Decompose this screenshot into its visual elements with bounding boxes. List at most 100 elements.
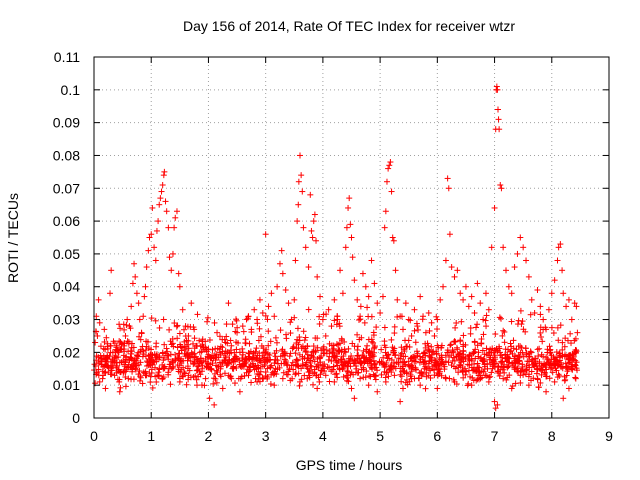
dense-marker (471, 367, 478, 374)
dense-marker (367, 373, 374, 380)
dense-marker (522, 328, 529, 335)
data-point (205, 346, 212, 353)
data-point (245, 313, 252, 320)
data-point (159, 181, 166, 188)
data-point (545, 306, 552, 313)
data-point (331, 296, 338, 303)
dense-marker (317, 371, 324, 378)
dense-marker (287, 377, 294, 384)
dense-marker (289, 359, 296, 366)
dense-marker (147, 379, 154, 386)
dense-marker (450, 354, 457, 361)
dense-marker (156, 324, 163, 331)
dense-marker (272, 353, 279, 360)
dense-marker (504, 353, 511, 360)
dense-marker (426, 353, 433, 360)
data-point (474, 280, 481, 287)
dense-marker (296, 337, 303, 344)
dense-marker (240, 328, 247, 335)
data-point (345, 204, 352, 211)
dense-marker (333, 353, 340, 360)
dense-marker (474, 376, 481, 383)
data-point (365, 382, 372, 389)
data-point (359, 270, 366, 277)
plot-frame (93, 56, 610, 419)
dense-marker (453, 319, 460, 326)
dense-marker (325, 356, 332, 363)
dense-marker (468, 356, 475, 363)
data-point (124, 316, 131, 323)
dense-marker (364, 360, 371, 367)
dense-marker (178, 366, 185, 373)
dense-marker (562, 335, 569, 342)
dense-marker (537, 379, 544, 386)
data-point (411, 306, 418, 313)
data-point (199, 336, 206, 343)
data-point (300, 224, 307, 231)
dense-marker (174, 335, 181, 342)
dense-marker (308, 353, 315, 360)
dense-marker (123, 322, 130, 329)
data-point (288, 362, 295, 369)
data-point (559, 267, 566, 274)
dense-marker (515, 317, 522, 324)
dense-marker (294, 325, 301, 332)
data-point (319, 316, 326, 323)
dense-marker (237, 375, 244, 382)
dense-marker (204, 318, 211, 325)
data-point (477, 372, 484, 379)
dense-marker (264, 365, 271, 372)
data-point (116, 378, 123, 385)
dense-marker (548, 352, 555, 359)
dense-marker (411, 327, 418, 334)
data-point (239, 323, 246, 330)
dense-marker (422, 385, 429, 392)
dense-marker (143, 362, 150, 369)
data-point (434, 316, 441, 323)
dense-marker (457, 357, 464, 364)
dense-marker (304, 342, 311, 349)
dense-marker (522, 345, 529, 352)
dense-marker (317, 359, 324, 366)
dense-marker (328, 357, 335, 364)
data-point (498, 185, 505, 192)
dense-marker (294, 336, 301, 343)
data-point (254, 378, 261, 385)
dense-marker (287, 350, 294, 357)
data-point (387, 159, 394, 166)
data-point (291, 296, 298, 303)
data-point (482, 290, 489, 297)
dense-marker (489, 365, 496, 372)
data-point (480, 316, 487, 323)
dense-marker (116, 321, 123, 328)
dense-marker (401, 359, 408, 366)
data-point (525, 382, 532, 389)
dense-marker (557, 322, 564, 329)
dense-marker (365, 313, 372, 320)
data-point (377, 309, 384, 316)
dense-marker (552, 365, 559, 372)
data-point (534, 287, 541, 294)
dense-marker (148, 366, 155, 373)
data-point (108, 365, 115, 372)
dense-marker (391, 349, 398, 356)
dense-marker (550, 329, 557, 336)
dense-marker (397, 365, 404, 372)
dense-marker (277, 353, 284, 360)
dense-marker (212, 345, 219, 352)
data-point (97, 355, 104, 362)
data-point (342, 244, 349, 251)
x-tick-label: 4 (319, 428, 327, 444)
dense-marker (566, 354, 573, 361)
dense-marker (510, 362, 517, 369)
dense-marker (331, 317, 338, 324)
data-point (297, 152, 303, 159)
y-tick-label: 0.02 (53, 344, 80, 360)
data-point (294, 218, 301, 225)
dense-marker (318, 367, 325, 374)
x-tick-label: 5 (376, 428, 384, 444)
dense-marker (382, 344, 389, 351)
axis-ticks (93, 56, 610, 419)
dense-marker (419, 354, 426, 361)
data-point (531, 309, 538, 316)
